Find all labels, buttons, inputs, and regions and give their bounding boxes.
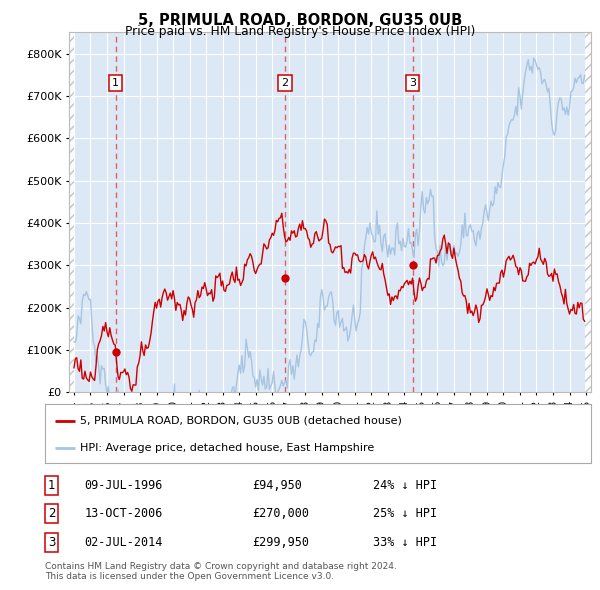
Text: 2: 2 (281, 78, 289, 88)
Text: 5, PRIMULA ROAD, BORDON, GU35 0UB: 5, PRIMULA ROAD, BORDON, GU35 0UB (138, 13, 462, 28)
Text: 13-OCT-2006: 13-OCT-2006 (85, 507, 163, 520)
Text: £270,000: £270,000 (253, 507, 310, 520)
Text: 3: 3 (409, 78, 416, 88)
Text: 1: 1 (112, 78, 119, 88)
Text: £299,950: £299,950 (253, 536, 310, 549)
Bar (584, 32, 591, 392)
Text: 1: 1 (48, 478, 55, 491)
Text: This data is licensed under the Open Government Licence v3.0.: This data is licensed under the Open Gov… (45, 572, 334, 581)
Text: HPI: Average price, detached house, East Hampshire: HPI: Average price, detached house, East… (80, 444, 375, 453)
Text: 24% ↓ HPI: 24% ↓ HPI (373, 478, 437, 491)
Text: 25% ↓ HPI: 25% ↓ HPI (373, 507, 437, 520)
Text: 09-JUL-1996: 09-JUL-1996 (85, 478, 163, 491)
Bar (69, 32, 74, 392)
Text: £94,950: £94,950 (253, 478, 302, 491)
Text: Contains HM Land Registry data © Crown copyright and database right 2024.: Contains HM Land Registry data © Crown c… (45, 562, 397, 571)
Text: 33% ↓ HPI: 33% ↓ HPI (373, 536, 437, 549)
Text: Price paid vs. HM Land Registry's House Price Index (HPI): Price paid vs. HM Land Registry's House … (125, 25, 475, 38)
Text: 02-JUL-2014: 02-JUL-2014 (85, 536, 163, 549)
Text: 3: 3 (48, 536, 55, 549)
Text: 2: 2 (48, 507, 55, 520)
Text: 5, PRIMULA ROAD, BORDON, GU35 0UB (detached house): 5, PRIMULA ROAD, BORDON, GU35 0UB (detac… (80, 416, 403, 425)
